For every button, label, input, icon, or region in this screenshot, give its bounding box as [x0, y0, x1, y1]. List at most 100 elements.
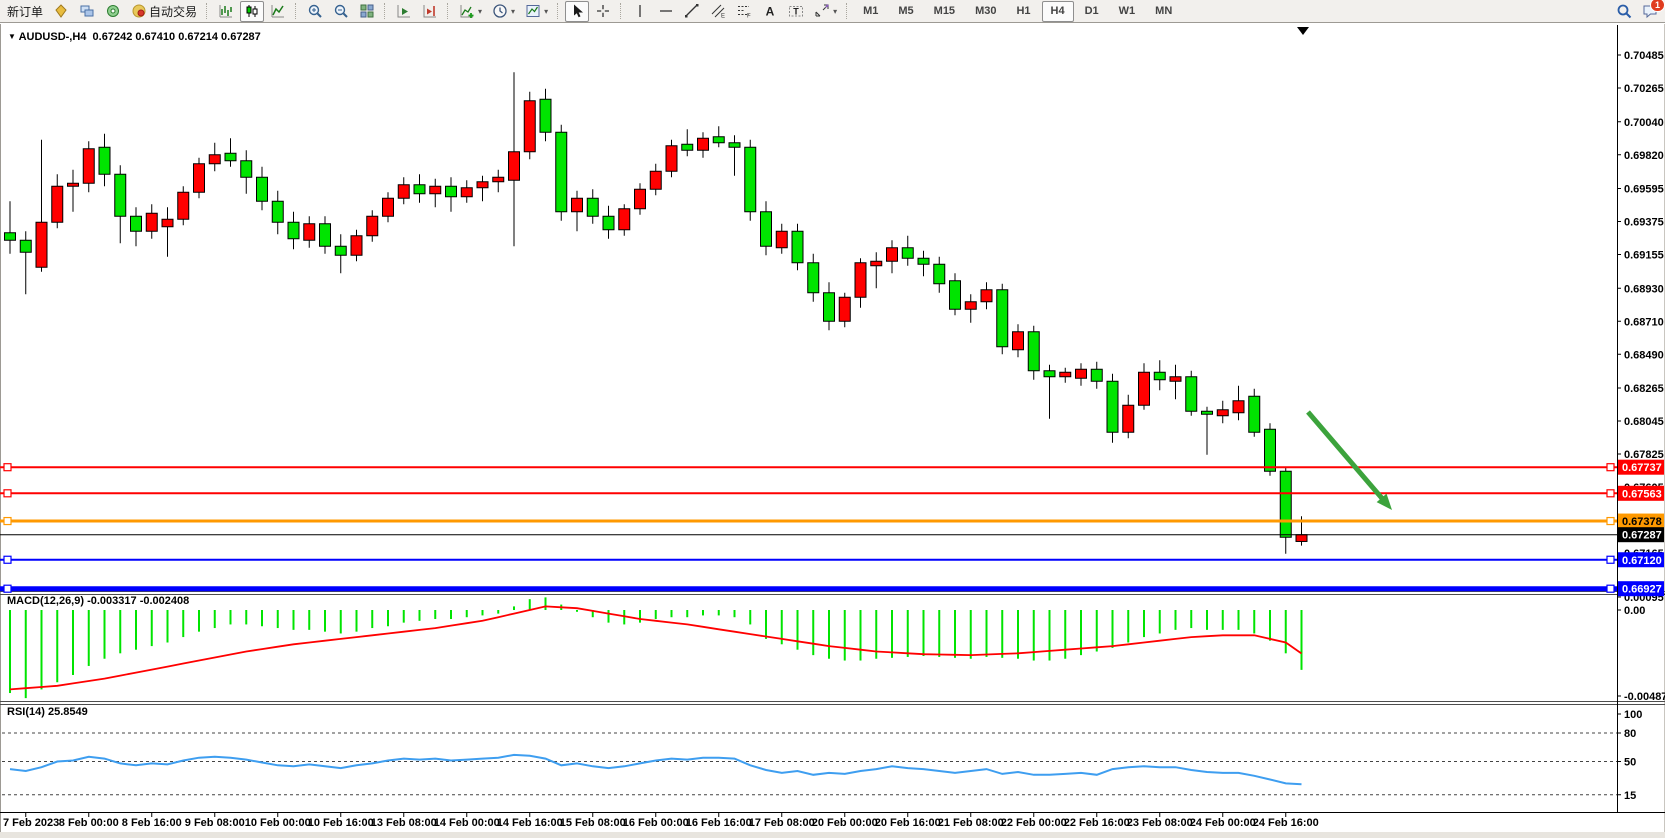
chevron-down-icon: ▾	[511, 6, 516, 16]
candle-body	[1043, 370, 1056, 378]
candle-body	[586, 197, 599, 217]
tile-windows-button[interactable]	[355, 1, 379, 22]
arrows-button[interactable]: ▾	[810, 1, 841, 22]
chat-button[interactable]: 1	[1638, 0, 1665, 22]
candle-body	[1295, 534, 1308, 542]
tf-m5-button-label: M5	[898, 5, 914, 17]
indicators-button[interactable]: ▾	[455, 1, 486, 22]
text-label-button[interactable]: T	[784, 1, 808, 22]
tf-w1-button-label: W1	[1118, 5, 1136, 17]
crosshair-button[interactable]	[591, 1, 615, 22]
candle-body	[1059, 371, 1072, 378]
collapse-triangle-icon[interactable]: ▼	[8, 32, 16, 41]
shiftend-icon	[423, 5, 437, 18]
candle-body	[334, 245, 347, 256]
tf-d1-button-label: D1	[1084, 5, 1099, 17]
chart-shift-marker[interactable]	[1297, 27, 1309, 35]
price-tick-label: 0.68710	[1624, 316, 1664, 328]
candle-body	[1248, 395, 1261, 433]
fibo-icon: F	[738, 6, 751, 19]
candle-body	[4, 232, 16, 241]
horizontal-line-button[interactable]	[654, 1, 678, 22]
rsi-tick-label: 80	[1624, 728, 1636, 740]
time-axis-label: 16 Feb 16:00	[686, 817, 752, 829]
line-handle[interactable]	[1606, 463, 1615, 472]
tf-m15-button[interactable]: M15	[925, 1, 964, 22]
candle-body	[350, 235, 363, 256]
tf-m15-button-label: M15	[933, 5, 956, 17]
new-order-button[interactable]: 新订单	[3, 1, 47, 22]
time-axis-label: 16 Feb 00:00	[623, 817, 689, 829]
chevron-down-icon: ▾	[544, 6, 549, 16]
fibonacci-button[interactable]: F	[732, 1, 756, 22]
candle-body	[1138, 371, 1150, 406]
market-watch-icon[interactable]	[49, 1, 73, 22]
trendline-button[interactable]	[680, 1, 704, 22]
tf-mn-button[interactable]: MN	[1146, 1, 1181, 22]
zoom-in-button[interactable]	[303, 1, 327, 22]
new-order-button-label: 新订单	[7, 4, 44, 19]
auto-trading-button-label: 自动交易	[149, 4, 198, 19]
trend-arrow-annotation[interactable]	[1306, 410, 1387, 503]
line-handle[interactable]	[1606, 584, 1615, 593]
tf-h4-button[interactable]: H4	[1041, 0, 1074, 22]
candle-body	[1122, 404, 1135, 433]
line-handle[interactable]	[3, 584, 12, 593]
line-handle[interactable]	[1606, 489, 1615, 498]
price-tick-label: 0.70265	[1624, 83, 1664, 95]
line-handle[interactable]	[3, 555, 12, 564]
tf-m5-button[interactable]: M5	[889, 1, 922, 22]
price-badge-label: 0.67378	[1622, 516, 1662, 528]
price-tick-label: 0.70040	[1624, 117, 1664, 129]
cursor-button[interactable]	[565, 0, 590, 22]
line-handle[interactable]	[3, 516, 12, 526]
price-badge-label: 0.67563	[1622, 488, 1662, 500]
line-handle[interactable]	[1606, 555, 1615, 564]
navigator-icon[interactable]	[101, 1, 125, 22]
zoomin-icon	[308, 4, 322, 18]
line-handle[interactable]	[3, 489, 12, 498]
price-tick-label: 0.69595	[1624, 184, 1664, 196]
chart-shift-button[interactable]	[418, 1, 442, 22]
periods-button[interactable]: ▾	[488, 1, 519, 22]
tline-icon	[685, 4, 699, 18]
candlestick-chart-button[interactable]	[240, 0, 265, 22]
gem-icon	[55, 4, 67, 18]
search-button[interactable]	[1612, 1, 1636, 22]
price-badge	[1618, 581, 1664, 597]
price-tick-label: 0.68265	[1624, 383, 1664, 395]
auto-trading-button[interactable]: 自动交易	[127, 1, 201, 22]
close-value: 0.67287	[221, 31, 261, 43]
tf-m30-button-label: M30	[975, 5, 997, 17]
price-badge	[1618, 527, 1664, 543]
tf-m1-button[interactable]: M1	[854, 1, 887, 22]
tf-d1-button[interactable]: D1	[1076, 1, 1108, 22]
candle-body	[681, 143, 694, 151]
candle-body	[224, 152, 237, 162]
bars-icon	[219, 5, 233, 18]
rsi-tick-label: 50	[1624, 757, 1636, 769]
tf-m30-button[interactable]: M30	[966, 1, 1005, 22]
crosshair-icon	[597, 5, 610, 17]
tf-h1-button[interactable]: H1	[1007, 1, 1039, 22]
candle-body	[130, 215, 142, 232]
price-tick-label: 0.67825	[1624, 449, 1664, 461]
time-axis-label: 17 Feb 08:00	[749, 817, 815, 829]
text-button[interactable]: A	[758, 1, 782, 22]
zoom-out-button[interactable]	[329, 1, 353, 22]
line-chart-button[interactable]	[266, 1, 290, 22]
toolbar-separator	[295, 3, 298, 19]
channel-button[interactable]: E	[706, 1, 730, 22]
candle-body	[618, 208, 631, 231]
charts-window-icon[interactable]	[75, 1, 99, 22]
bar-chart-button[interactable]	[214, 1, 238, 22]
templates-button[interactable]: ▾	[521, 1, 552, 22]
tf-w1-button[interactable]: W1	[1110, 1, 1145, 22]
auto-scroll-button[interactable]	[392, 1, 416, 22]
line-handle[interactable]	[1606, 516, 1615, 526]
nav-icon	[107, 5, 120, 17]
vertical-line-button[interactable]	[628, 1, 652, 22]
line-handle[interactable]	[3, 463, 12, 472]
tile-icon	[360, 4, 374, 18]
